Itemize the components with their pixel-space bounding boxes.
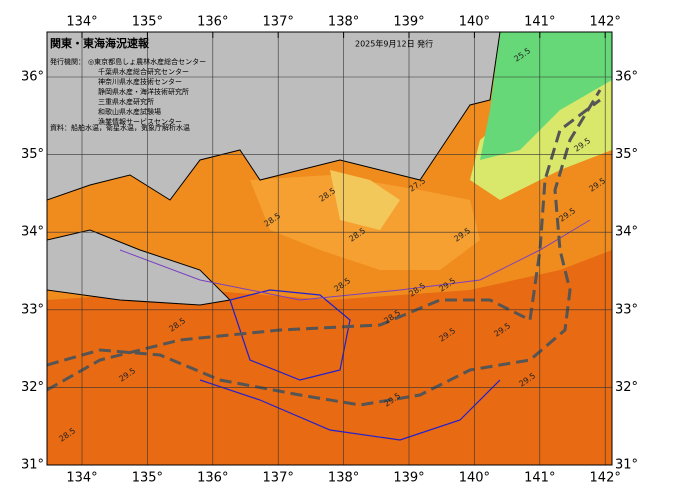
issuer: 和歌山県水産試験場 [98, 107, 161, 116]
cool-water [330, 170, 400, 230]
date: 2025年9月12日 発行 [355, 39, 433, 49]
source: 資料：船舶水温，衛星水温，気象庁解析水温 [50, 123, 190, 132]
lat-label: 32° [615, 380, 638, 395]
lon-label: 135° [132, 15, 163, 30]
issuer: ◎東京都島しょ農林水産総合センター [88, 57, 206, 66]
lat-label: 35° [21, 147, 44, 162]
lat-label: 36° [615, 70, 638, 85]
kuroshio-axis [47, 98, 601, 392]
map-body: 25.527.528.528.5 29.528.5 28.5 29.528.529.5… [47, 32, 612, 465]
land [47, 32, 501, 201]
kuroshio-axis [47, 89, 602, 407]
lat-label: 35° [615, 147, 638, 162]
cold-water [480, 32, 612, 160]
lat-label: 33° [21, 302, 44, 317]
lon-label: 138° [328, 15, 359, 30]
lon-label: 142° [590, 471, 621, 486]
lat-label: 34° [21, 225, 44, 240]
cool-water [470, 70, 612, 200]
lon-label: 141° [524, 15, 555, 30]
lat-label: 31° [21, 458, 44, 473]
lat-label: 36° [21, 70, 44, 85]
lon-label: 136° [197, 15, 228, 30]
lat-label: 32° [21, 380, 44, 395]
lat-label: 33° [615, 302, 638, 317]
issuers: ◎東京都島しょ農林水産総合センター千葉県水産総合研究センター神奈川県水産技術セン… [88, 57, 206, 126]
grid [47, 32, 612, 465]
lon-label: 134° [66, 15, 97, 30]
issuer: 漁業情報サービスセンター [98, 117, 182, 126]
lon-label: 137° [263, 471, 294, 486]
lon-label: 135° [132, 471, 163, 486]
lon-label: 141° [524, 471, 555, 486]
lon-label: 134° [66, 471, 97, 486]
issuer: 三重県水産研究所 [98, 97, 154, 106]
issuer: 千葉県水産総合研究センター [98, 67, 189, 76]
lon-label: 140° [459, 15, 490, 30]
issuers-label: 発行機関： [50, 57, 85, 66]
lat-label: 34° [615, 225, 638, 240]
lon-label: 142° [590, 15, 621, 30]
contour [199, 379, 501, 441]
lon-label: 137° [263, 15, 294, 30]
title: 関東・東海海況速報 [50, 36, 150, 50]
lon-label: 139° [393, 471, 424, 486]
lat-label: 31° [615, 458, 638, 473]
lon-label: 139° [393, 15, 424, 30]
axes: 134° 134° 135° 135° 136° 136° 137° 137° 138° 138°… [21, 15, 638, 486]
lon-label: 140° [459, 471, 490, 486]
lon-label: 136° [197, 471, 228, 486]
issuer: 静岡県水産・海洋技術研究所 [98, 87, 189, 96]
lon-label: 138° [328, 471, 359, 486]
frame [46, 31, 613, 466]
issuer: 神奈川県水産技術センター [98, 77, 182, 86]
